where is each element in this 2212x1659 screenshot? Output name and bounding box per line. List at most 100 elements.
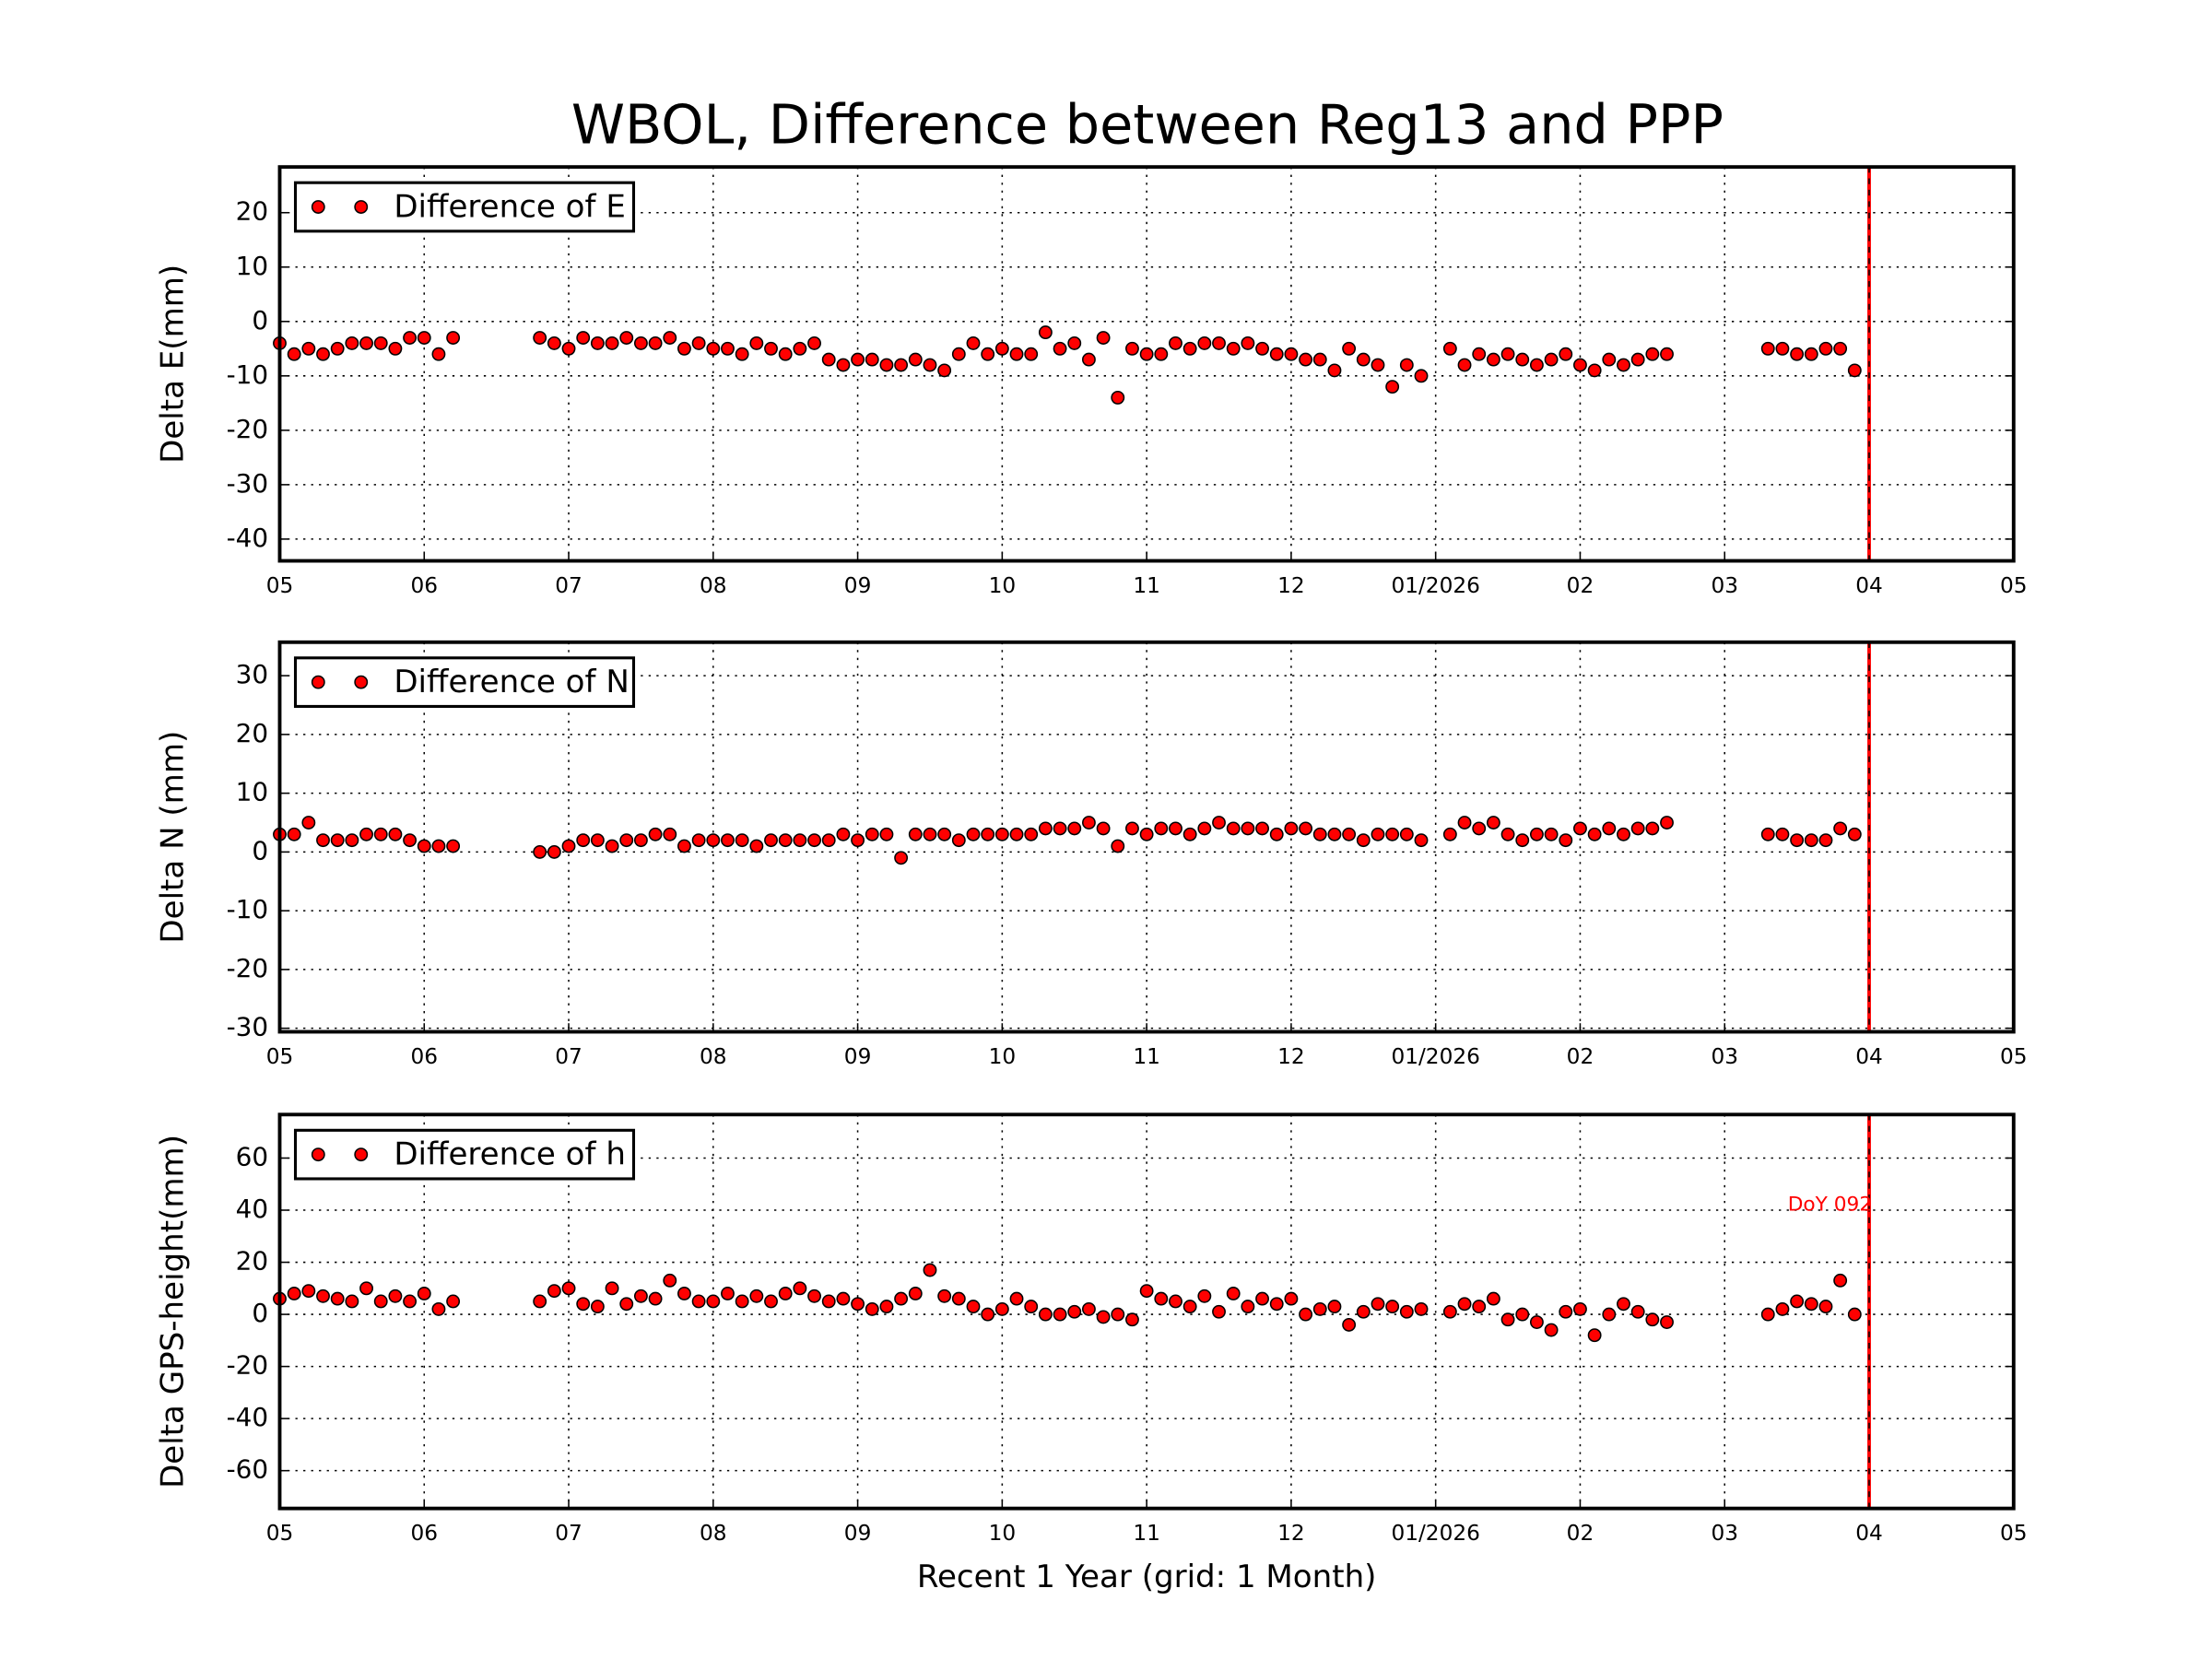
x-tick-label: 10: [989, 1044, 1017, 1069]
x-axis-label: Recent 1 Year (grid: 1 Month): [917, 1559, 1377, 1595]
data-point: [966, 335, 981, 350]
data-point: [446, 331, 461, 345]
data-point: [1067, 821, 1082, 836]
data-point: [677, 1287, 691, 1300]
data-point: [1299, 821, 1313, 836]
data-point: [1500, 827, 1515, 841]
data-point: [1067, 1304, 1082, 1319]
y-tick-label: 10: [236, 251, 268, 281]
data-point: [1385, 380, 1400, 394]
data-point: [951, 347, 966, 361]
data-point: [1472, 821, 1487, 836]
legend-box: [293, 1128, 636, 1181]
data-point: [807, 833, 821, 848]
x-tick-label: 06: [410, 573, 438, 598]
y-tick-label: -10: [227, 894, 269, 924]
data-point: [1197, 1288, 1212, 1303]
legend-label: Difference of h: [394, 1136, 626, 1173]
data-point: [1847, 363, 1862, 378]
y-tick-label: 30: [236, 659, 268, 689]
data-point: [373, 827, 388, 841]
data-point: [1038, 325, 1053, 340]
data-point: [1790, 347, 1805, 361]
data-point: [1385, 1300, 1400, 1314]
data-point: [1212, 1304, 1226, 1319]
data-point: [561, 341, 576, 356]
data-point: [1559, 347, 1573, 361]
x-tick-label: 08: [700, 1521, 727, 1546]
data-point: [1139, 1284, 1154, 1299]
data-point: [1226, 1287, 1241, 1300]
data-point: [301, 1284, 316, 1299]
data-point: [1356, 352, 1371, 367]
data-point: [865, 827, 879, 841]
data-point: [749, 335, 764, 350]
x-tick-label: 03: [1711, 573, 1738, 598]
data-point: [994, 827, 1009, 841]
data-point: [1241, 335, 1255, 350]
data-point: [330, 833, 345, 848]
data-point: [894, 851, 909, 865]
legend-marker: [311, 200, 325, 214]
data-point: [1139, 347, 1154, 361]
data-point: [663, 827, 677, 841]
data-point: [403, 1294, 418, 1309]
data-point: [1573, 1301, 1587, 1316]
data-point: [1559, 1304, 1573, 1319]
data-point: [1169, 335, 1182, 350]
y-tick-label: 0: [252, 305, 268, 335]
data-point: [691, 833, 706, 848]
data-point: [793, 833, 807, 848]
data-point: [851, 352, 865, 367]
data-point: [576, 331, 591, 345]
x-tick-label: 06: [410, 1521, 438, 1546]
y-tick-label: 20: [236, 718, 268, 748]
data-point: [1125, 341, 1139, 356]
data-point: [1573, 358, 1587, 372]
data-point: [287, 1287, 301, 1300]
data-point: [605, 1281, 619, 1296]
x-tick-label: 03: [1711, 1044, 1738, 1069]
data-point: [605, 839, 619, 853]
y-tick-label: -30: [227, 1012, 269, 1042]
x-tick-label: 09: [844, 573, 872, 598]
data-point: [359, 335, 373, 350]
data-point: [576, 833, 591, 848]
data-point: [663, 331, 677, 345]
data-point: [1818, 1300, 1833, 1314]
data-point: [851, 833, 865, 848]
data-point: [1182, 1300, 1197, 1314]
legend-label: Difference of N: [394, 664, 629, 700]
data-point: [619, 833, 634, 848]
data-point: [1775, 827, 1790, 841]
data-point: [533, 331, 547, 345]
data-point: [1111, 1307, 1125, 1322]
x-tick-label: 04: [1855, 1521, 1883, 1546]
data-point: [1312, 1301, 1327, 1316]
data-point: [1617, 358, 1630, 372]
y-axis-label: Delta N (mm): [154, 731, 191, 944]
y-axis-label: Delta GPS-height(mm): [154, 1135, 191, 1488]
data-point: [431, 839, 446, 853]
data-point: [721, 341, 735, 356]
legend-marker: [311, 1147, 325, 1162]
data-point: [1457, 358, 1472, 372]
data-point: [1833, 341, 1848, 356]
legend-label: Difference of E: [394, 189, 626, 226]
data-point: [1081, 816, 1096, 830]
data-point: [1630, 352, 1645, 367]
data-point: [1775, 341, 1790, 356]
data-point: [1096, 821, 1111, 836]
data-point: [1096, 331, 1111, 345]
data-point: [1515, 833, 1530, 848]
data-point: [821, 833, 836, 848]
x-tick-label: 04: [1855, 1044, 1883, 1069]
data-point: [894, 358, 909, 372]
data-point: [1269, 347, 1284, 361]
data-point: [951, 833, 966, 848]
data-point: [1660, 347, 1674, 361]
data-point: [1125, 1312, 1139, 1327]
data-point: [316, 1288, 330, 1303]
data-point: [1125, 821, 1139, 836]
